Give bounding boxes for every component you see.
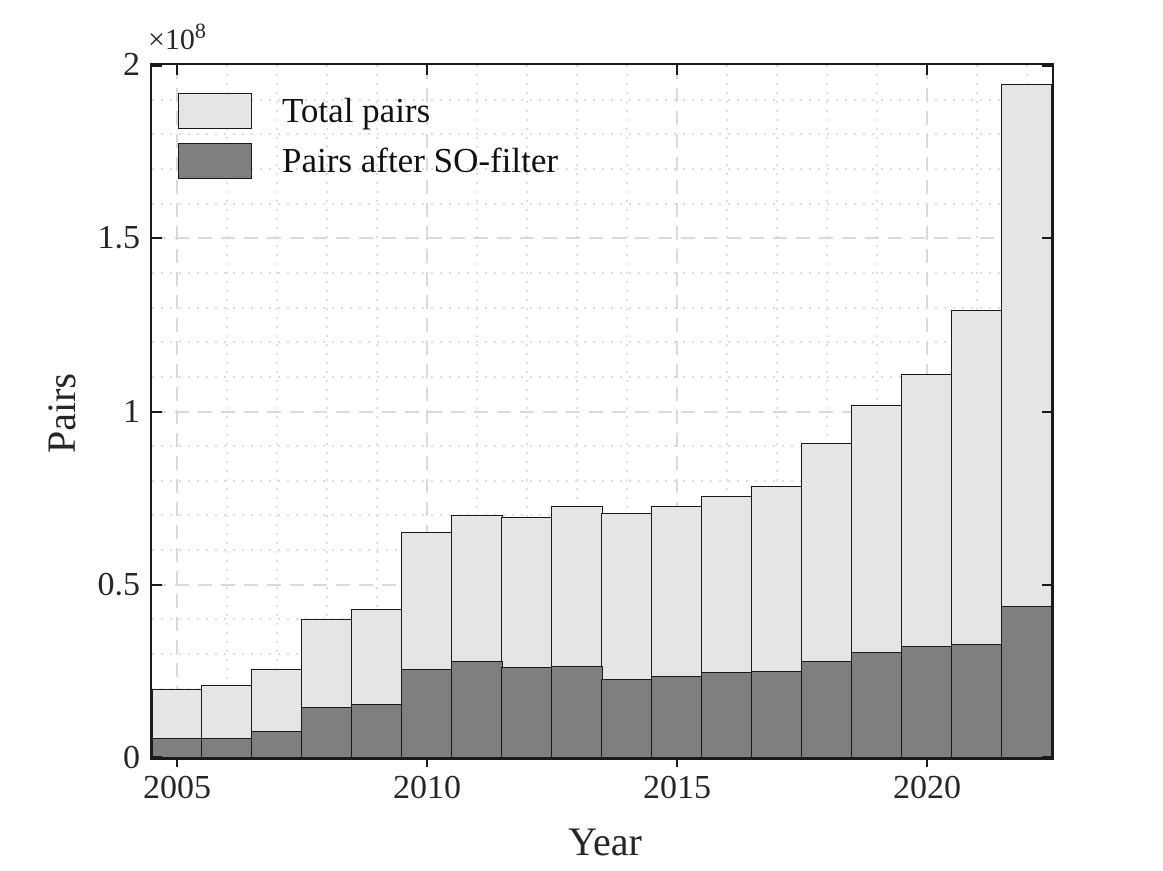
gridline-major-vertical [676,65,678,758]
bar-filtered-2006 [201,737,253,758]
gridline-minor-horizontal [152,306,1052,309]
gridline-minor-horizontal [152,202,1052,205]
y-tick-left [152,237,162,240]
gridline-major-horizontal [152,410,1052,413]
y-axis-exponent-power: 8 [194,18,206,43]
x-tick-label: 2015 [643,769,711,806]
y-axis-exponent-base: ×10 [148,23,195,56]
bar-filtered-2019 [851,651,903,758]
gridline-major-vertical [426,65,428,758]
x-axis-label: Year [568,819,642,864]
y-tick-right [1042,583,1052,586]
bar-filtered-2022 [1001,605,1052,758]
y-tick-right [1042,65,1052,67]
x-tick-label: 2005 [143,769,211,806]
bar-filtered-2009 [351,704,403,758]
gridline-minor-horizontal [152,445,1052,448]
bar-filtered-2011 [451,661,503,758]
x-tick-bottom [176,758,178,767]
y-tick-right [1042,756,1052,758]
gridline-minor-horizontal [152,98,1052,101]
y-tick-label: 0 [123,739,140,776]
x-tick-bottom [676,758,678,767]
y-tick-label: 1.5 [97,219,141,257]
x-tick-top [676,65,678,75]
plot-area: Total pairs Pairs after SO-filter [150,63,1054,767]
gridline-minor-horizontal [152,375,1052,378]
bar-filtered-2010 [401,668,453,758]
legend-label-pairs-after-so-filter: Pairs after SO-filter [282,141,559,180]
y-tick-right [1042,237,1052,240]
bar-filtered-2017 [751,671,803,758]
y-tick-label: 1 [123,392,140,430]
y-tick-right [1042,410,1052,413]
bar-filtered-2015 [651,675,703,758]
x-tick-label: 2010 [393,769,461,806]
gridline-minor-horizontal [152,341,1052,344]
bar-filtered-2008 [301,707,353,758]
y-tick-left [152,410,162,413]
gridline-major-horizontal [152,237,1052,240]
bar-filtered-2020 [901,646,953,758]
gridline-minor-horizontal [152,271,1052,274]
y-tick-label: 2 [123,46,140,83]
bar-filtered-2021 [951,644,1003,758]
gridline-minor-horizontal [152,479,1052,482]
y-tick-left [152,65,162,67]
x-tick-top [426,65,428,75]
bar-filtered-2018 [801,661,853,758]
bar-filtered-2012 [501,667,553,758]
gridline-minor-horizontal [152,167,1052,170]
y-tick-left [152,583,162,586]
gridline-major-vertical [176,65,178,758]
x-tick-bottom [426,758,428,767]
x-tick-top [926,65,928,75]
x-tick-bottom [926,758,928,767]
legend-label-total-pairs: Total pairs [282,91,431,130]
bar-filtered-2007 [251,730,303,758]
x-tick-top [176,65,178,75]
legend-swatch-pairs-after-so-filter [178,143,252,179]
y-tick-left [152,756,162,758]
x-tick-label: 2020 [893,769,961,806]
bar-filtered-2013 [551,665,603,758]
bar-filtered-2014 [601,679,653,758]
legend-swatch-total-pairs [178,93,252,129]
gridline-minor-horizontal [152,133,1052,136]
y-axis-exponent: ×108 [148,18,206,57]
bar-filtered-2016 [701,672,753,758]
y-tick-label: 0.5 [97,565,141,603]
